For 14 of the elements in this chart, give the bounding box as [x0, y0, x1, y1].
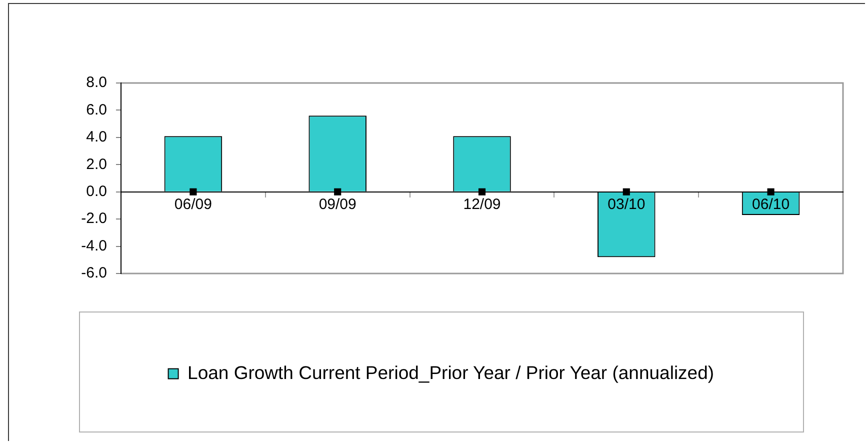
- y-tick-label: -2.0: [81, 210, 107, 228]
- legend-label: Loan Growth Current Period_Prior Year / Prior Year (annualized): [188, 362, 714, 383]
- y-tick-label: 0.0: [86, 183, 107, 200]
- x-tick-label: 09/09: [318, 196, 356, 213]
- x-tick-label: 06/10: [752, 196, 790, 213]
- y-tick-label: -6.0: [81, 264, 107, 282]
- x-tick-label: 06/09: [174, 196, 212, 213]
- y-tick-label: 8.0: [86, 74, 107, 92]
- y-tick-label: 6.0: [86, 101, 107, 118]
- x-tick-label: 12/09: [463, 196, 501, 213]
- y-tick-label: -4.0: [81, 237, 107, 254]
- x-tick-label: 03/10: [608, 196, 646, 213]
- y-tick-label: 4.0: [86, 128, 107, 146]
- y-tick-label: 2.0: [86, 156, 107, 173]
